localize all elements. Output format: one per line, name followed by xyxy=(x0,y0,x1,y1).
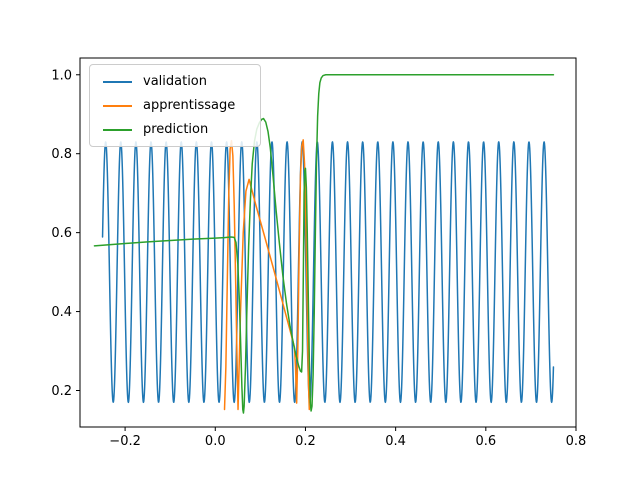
legend: validation apprentissage prediction xyxy=(89,64,262,147)
y-tick-label: 1.0 xyxy=(51,68,72,83)
x-tick-label: 0.6 xyxy=(475,434,496,449)
y-tick-label: 0.4 xyxy=(51,305,72,320)
y-tick-label: 0.8 xyxy=(51,147,72,162)
series-line-prediction xyxy=(93,74,555,414)
x-tick-label: 0.2 xyxy=(295,434,316,449)
x-tick-label: 0.4 xyxy=(385,434,406,449)
axes-frame xyxy=(79,57,577,428)
x-tick-label: 0.0 xyxy=(205,434,226,449)
legend-label-apprentissage: apprentissage xyxy=(143,98,236,113)
x-tick-label: −0.2 xyxy=(109,434,141,449)
y-tick-label: 0.6 xyxy=(51,226,72,241)
legend-item-prediction: prediction xyxy=(103,121,249,138)
legend-line-swatch-prediction xyxy=(103,128,132,131)
legend-label-validation: validation xyxy=(143,74,208,89)
legend-item-apprentissage: apprentissage xyxy=(103,97,249,114)
x-tick-label: 0.8 xyxy=(566,434,587,449)
legend-label-prediction: prediction xyxy=(143,122,209,137)
y-tick-label: 0.2 xyxy=(51,384,72,399)
legend-line-swatch-apprentissage xyxy=(103,104,132,107)
legend-line-swatch-validation xyxy=(103,80,132,83)
legend-item-validation: validation xyxy=(103,73,249,90)
series-line-validation xyxy=(101,141,555,404)
